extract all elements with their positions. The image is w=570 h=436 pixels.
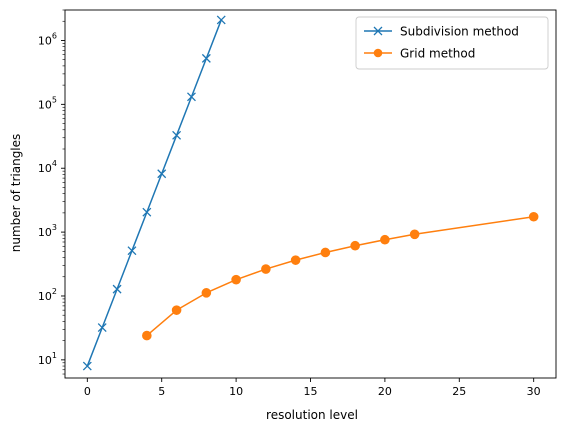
x-tick-label: 30 bbox=[527, 385, 541, 398]
y-tick-label-base: 10 bbox=[38, 98, 52, 111]
y-tick-label-exponent: 3 bbox=[52, 223, 57, 232]
data-point-x-marker bbox=[142, 207, 152, 217]
data-point-x-marker bbox=[172, 130, 182, 140]
data-point-circle-marker bbox=[142, 330, 152, 341]
y-tick-label-exponent: 1 bbox=[52, 351, 57, 360]
data-point-x-marker bbox=[216, 15, 226, 25]
data-point-circle-marker bbox=[528, 211, 539, 222]
series-line bbox=[86, 19, 222, 367]
x-tick-label: 25 bbox=[452, 385, 466, 398]
y-tick-label: 106 bbox=[38, 31, 57, 47]
x-tick-label: 15 bbox=[304, 385, 318, 398]
data-point-x-marker bbox=[157, 169, 167, 179]
x-tick-label: 10 bbox=[229, 385, 243, 398]
data-point-circle-marker bbox=[231, 274, 241, 285]
legend-label: Subdivision method bbox=[400, 25, 519, 39]
data-point-circle-marker bbox=[261, 264, 271, 274]
x-axis-label: resolution level bbox=[266, 408, 358, 422]
y-tick-label: 105 bbox=[38, 95, 57, 111]
y-tick-label-exponent: 5 bbox=[52, 95, 57, 104]
legend-entry: Grid method bbox=[364, 47, 475, 61]
y-tick-label: 102 bbox=[38, 287, 57, 303]
legend-label: Grid method bbox=[400, 47, 475, 61]
series-line bbox=[146, 215, 535, 337]
y-tick-label-exponent: 2 bbox=[52, 287, 57, 296]
legend-circle-marker bbox=[373, 48, 383, 58]
data-point-x-marker bbox=[112, 284, 122, 294]
legend-x-marker bbox=[373, 26, 383, 36]
data-point-circle-marker bbox=[171, 305, 182, 315]
y-axis-label: number of triangles bbox=[9, 134, 23, 253]
data-point-circle-marker bbox=[380, 234, 390, 245]
data-point-x-marker bbox=[127, 246, 137, 256]
legend-entry: Subdivision method bbox=[364, 25, 519, 39]
data-point-circle-marker bbox=[409, 229, 420, 240]
y-tick-label-exponent: 4 bbox=[52, 159, 57, 168]
data-point-circle-marker bbox=[290, 255, 301, 265]
data-point-circle-marker bbox=[320, 247, 331, 258]
x-tick-label: 0 bbox=[84, 385, 91, 398]
y-tick-label-base: 10 bbox=[38, 34, 52, 47]
y-tick-label: 104 bbox=[38, 159, 57, 175]
data-point-x-marker bbox=[187, 92, 196, 102]
legend: Subdivision method Grid method bbox=[355, 16, 549, 70]
data-point-circle-marker bbox=[350, 240, 360, 251]
y-tick-label: 103 bbox=[38, 223, 57, 239]
data-point-circle-marker bbox=[201, 288, 212, 298]
y-tick-label-base: 10 bbox=[38, 354, 52, 367]
data-point-x-marker bbox=[82, 361, 92, 371]
y-tick-label-base: 10 bbox=[38, 162, 52, 175]
plot-area bbox=[82, 15, 539, 371]
data-point-x-marker bbox=[97, 323, 107, 333]
x-tick-label: 20 bbox=[378, 385, 392, 398]
x-tick-label: 5 bbox=[158, 385, 165, 398]
y-tick-label: 101 bbox=[38, 351, 57, 367]
series-grid-method bbox=[142, 211, 539, 341]
y-tick-label-base: 10 bbox=[38, 226, 52, 239]
series-subdivision-method bbox=[82, 15, 226, 371]
y-tick-label-base: 10 bbox=[38, 290, 52, 303]
y-tick-label-exponent: 6 bbox=[52, 31, 57, 40]
legend-box bbox=[355, 16, 549, 70]
data-point-x-marker bbox=[201, 53, 211, 63]
